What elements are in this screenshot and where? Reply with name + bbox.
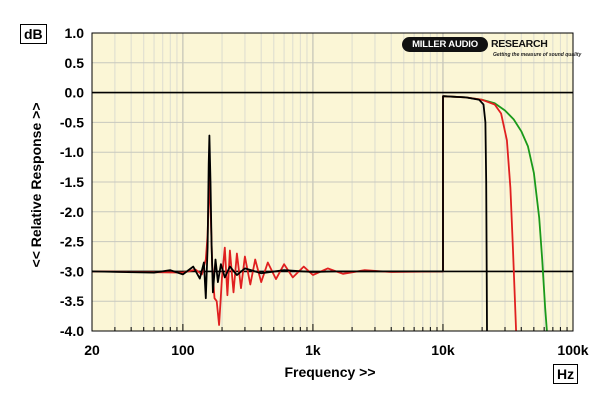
y-tick-label: -1.5 [60,174,84,190]
y-tick-label: 1.0 [65,25,85,41]
logo-tagline: Getting the measure of sound quality [493,52,582,58]
y-tick-label: 0.0 [65,85,85,101]
miller-audio-research-logo: MILLER AUDIO RESEARCH Getting the measur… [402,37,581,63]
x-unit-label: Hz [553,364,579,384]
series-line-2 [91,95,488,332]
x-tick-label: 100k [557,342,588,358]
x-tick-labels: 20 100 1k 10k 100k [84,342,589,358]
x-tick-label: 100 [171,342,195,358]
series-layer [91,95,548,332]
x-tick-label: 1k [305,342,321,358]
x-axis-title: Frequency >> [284,364,375,380]
y-tick-label: -1.0 [60,144,84,160]
x-tick-label: 10k [431,342,455,358]
x-tick-label: 20 [84,342,100,358]
y-tick-label: -2.5 [60,234,84,250]
y-tick-labels: 1.0 0.5 0.0 -0.5 -1.0 -1.5 -2.0 -2.5 -3.0 -3.5 -4.… [60,25,84,339]
y-tick-label: -2.0 [60,204,84,220]
y-tick-label: -3.5 [60,293,84,309]
y-axis-title: << Relative Response >> [28,103,44,268]
y-unit-label: dB [20,24,47,44]
y-tick-label: -3.0 [60,263,84,279]
plot-frame [91,32,574,332]
y-tick-label: 0.5 [65,55,85,71]
y-tick-label: -4.0 [60,323,84,339]
logo-word: RESEARCH [491,38,548,50]
logo-pill: MILLER AUDIO [402,37,488,52]
y-tick-label: -0.5 [60,114,84,130]
